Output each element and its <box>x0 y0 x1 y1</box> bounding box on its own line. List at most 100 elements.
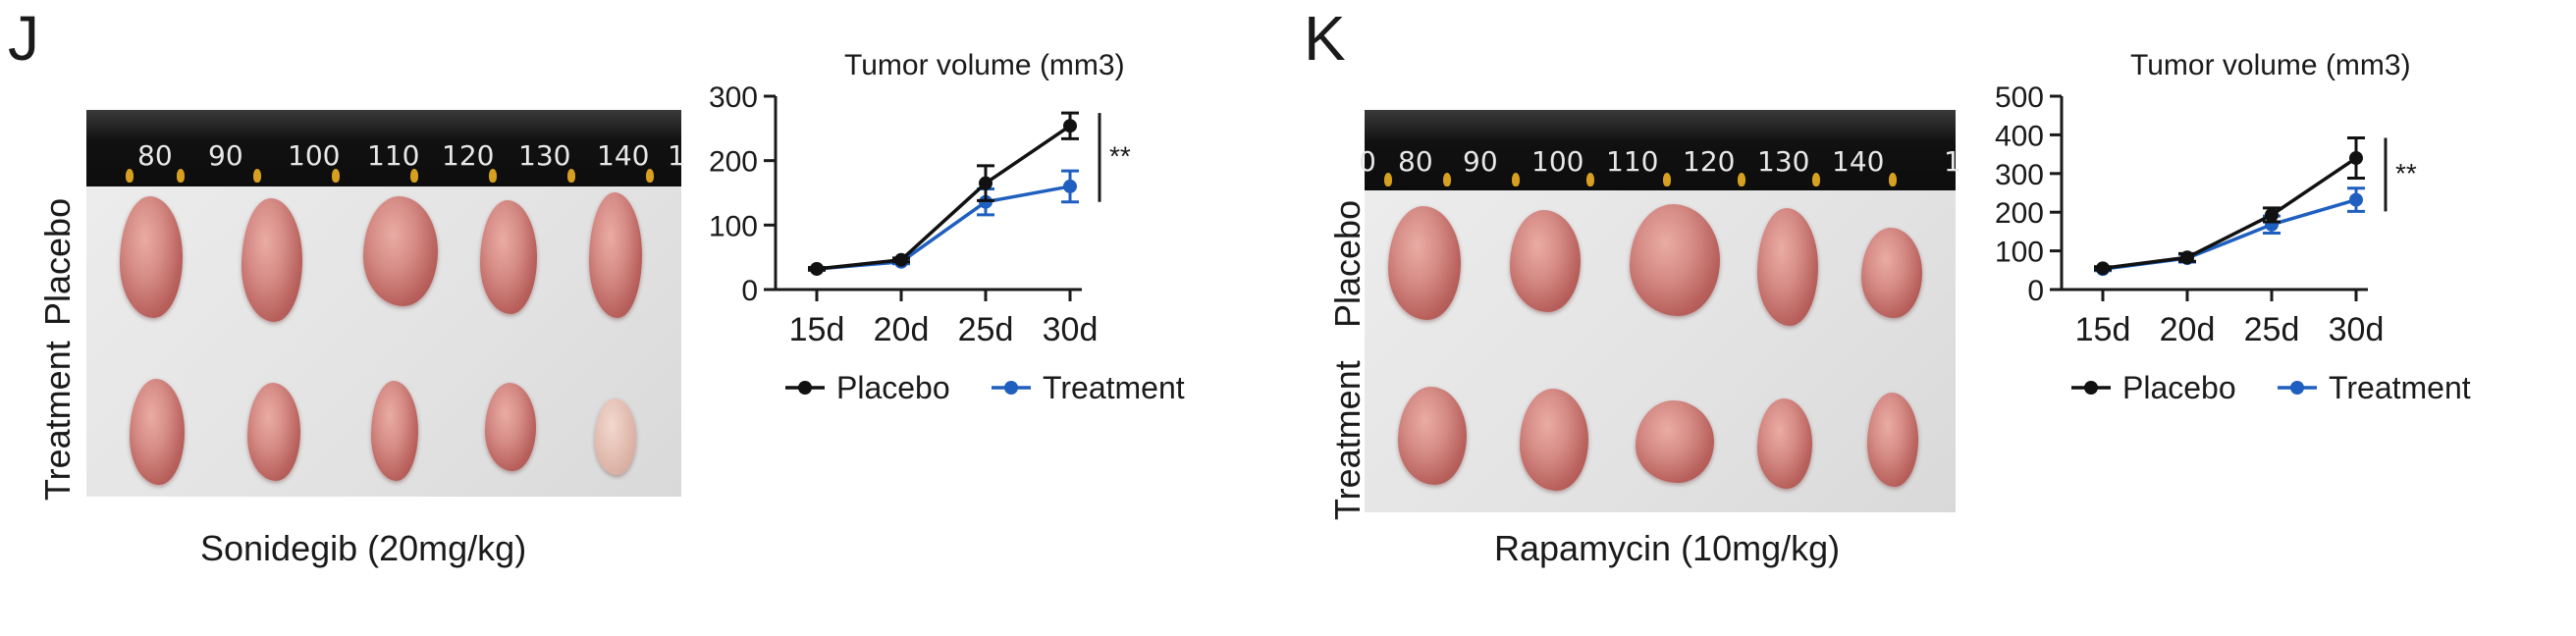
x-tick-label: 30d <box>1043 311 1099 348</box>
data-point-placebo <box>979 176 993 190</box>
tumor-treatment <box>485 383 536 471</box>
data-point-placebo <box>894 252 908 267</box>
series-line-placebo <box>816 124 1071 271</box>
tumor-placebo <box>589 192 642 318</box>
legend-swatch-marker <box>2084 381 2098 395</box>
ruler-mark <box>1384 173 1392 186</box>
tumor-photo-rapamycin: 0 80 90 100 110 120 130 140 1 <box>1359 110 1961 512</box>
series-line-treatment <box>816 185 1071 271</box>
y-tick-label: 0 <box>741 275 758 307</box>
ruler-tick-label: 140 <box>597 139 650 172</box>
chart-title: Tumor volume (mm3) <box>844 49 1125 81</box>
tumor-treatment <box>1867 393 1918 487</box>
y-tick-label: 100 <box>709 210 758 242</box>
x-tick-label: 25d <box>2244 311 2300 348</box>
y-tick-label: 100 <box>1995 237 2044 269</box>
y-tick-label: 400 <box>1995 120 2044 152</box>
y-tick-label: 0 <box>2027 275 2044 307</box>
legend-label-treatment: Treatment <box>2329 370 2471 405</box>
x-tick-label: 25d <box>958 311 1014 348</box>
x-tick-label: 20d <box>2160 311 2216 348</box>
specimen-tray <box>1365 190 1956 512</box>
ruler-tick-label: 110 <box>367 139 420 172</box>
tumor-volume-chart-j: Tumor volume (mm3) 0 100 200 300 15d 20d 25d 30d… <box>709 49 1185 405</box>
ruler-mark <box>1812 173 1820 186</box>
ruler-tick-label: 120 <box>442 139 495 172</box>
ruler-mark <box>1889 173 1897 186</box>
data-point-placebo <box>810 261 824 276</box>
tumor-treatment <box>595 398 636 475</box>
ruler-mark <box>1586 173 1594 186</box>
tumor-treatment <box>1757 398 1812 489</box>
ruler-mark <box>1738 173 1745 186</box>
ruler: 80 90 100 110 120 130 140 1 <box>86 110 685 186</box>
significance-label: ** <box>2395 158 2417 188</box>
ruler-tick-label: 100 <box>288 139 341 172</box>
legend-label-treatment: Treatment <box>1043 370 1185 405</box>
row-label-treatment: Treatment <box>37 341 78 501</box>
y-tick-label: 200 <box>1995 197 2044 230</box>
data-point-treatment <box>1063 179 1077 193</box>
ruler-mark <box>567 169 575 183</box>
ruler-tick-label: 0 <box>1359 145 1376 178</box>
row-label-treatment: Treatment <box>1327 360 1368 520</box>
y-tick-label: 200 <box>709 146 758 179</box>
tumor-placebo <box>120 196 183 318</box>
ruler-mark <box>126 169 134 183</box>
legend-swatch-marker <box>1004 381 1018 395</box>
tumor-treatment <box>1636 400 1714 483</box>
row-label-placebo: Placebo <box>37 197 78 326</box>
ruler-mark <box>410 169 418 183</box>
data-point-placebo <box>1063 119 1077 133</box>
x-tick-label: 30d <box>2329 311 2385 348</box>
tumor-treatment <box>130 379 185 485</box>
tumor-placebo <box>1388 206 1461 320</box>
ruler-mark <box>1663 173 1671 186</box>
significance-label: ** <box>1109 140 1131 171</box>
data-point-placebo <box>2265 207 2279 222</box>
x-tick-label: 15d <box>789 311 845 348</box>
ruler-tick-label: 80 <box>137 139 173 172</box>
drug-caption: Rapamycin (10mg/kg) <box>1494 528 1841 568</box>
legend-label-placebo: Placebo <box>836 370 950 405</box>
ruler-tick-label: 100 <box>1531 145 1584 178</box>
drug-caption: Sonidegib (20mg/kg) <box>200 528 527 568</box>
legend-swatch-marker <box>2290 381 2304 395</box>
tumor-placebo <box>1757 208 1818 326</box>
ruler-mark <box>489 169 497 183</box>
ruler-mark <box>332 169 340 183</box>
chart-title: Tumor volume (mm3) <box>2130 49 2411 81</box>
tumor-treatment <box>371 381 418 481</box>
tumor-placebo <box>242 198 302 322</box>
y-tick-label: 300 <box>709 81 758 114</box>
tumor-treatment <box>1398 387 1467 485</box>
tumor-placebo <box>480 200 537 314</box>
data-point-placebo <box>2096 261 2110 276</box>
tumor-volume-chart-k: Tumor volume (mm3) 0 100 200 300 400 500 15d 20d… <box>1995 49 2471 405</box>
tumor-treatment <box>1520 389 1588 491</box>
ruler-mark <box>1443 173 1451 186</box>
x-tick-label: 15d <box>2075 311 2131 348</box>
ruler-tick-label: 130 <box>518 139 571 172</box>
ruler-tick-label: 1 <box>668 139 685 172</box>
panel-letter-k: K <box>1304 3 1346 74</box>
ruler-mark <box>177 169 185 183</box>
data-point-placebo <box>2180 250 2194 265</box>
series-line-placebo <box>2102 156 2357 271</box>
tumor-photo-sonidegib: 80 90 100 110 120 130 140 1 <box>86 110 685 497</box>
tumor-placebo <box>363 196 438 306</box>
row-label-placebo: Placebo <box>1327 199 1368 328</box>
tumor-treatment <box>247 383 300 481</box>
ruler: 0 80 90 100 110 120 130 140 1 <box>1359 110 1961 190</box>
legend-swatch-marker <box>798 381 812 395</box>
panel-letter-j: J <box>8 3 39 74</box>
ruler-tick-label: 90 <box>208 139 243 172</box>
y-tick-label: 500 <box>1995 81 2044 114</box>
ruler-mark <box>253 169 261 183</box>
data-point-treatment <box>2349 192 2363 207</box>
ruler-tick-label: 80 <box>1398 145 1433 178</box>
ruler-mark <box>646 169 654 183</box>
ruler-tick-label: 110 <box>1606 145 1659 178</box>
ruler-tick-label: 140 <box>1832 145 1885 178</box>
ruler-tick-label: 90 <box>1463 145 1498 178</box>
